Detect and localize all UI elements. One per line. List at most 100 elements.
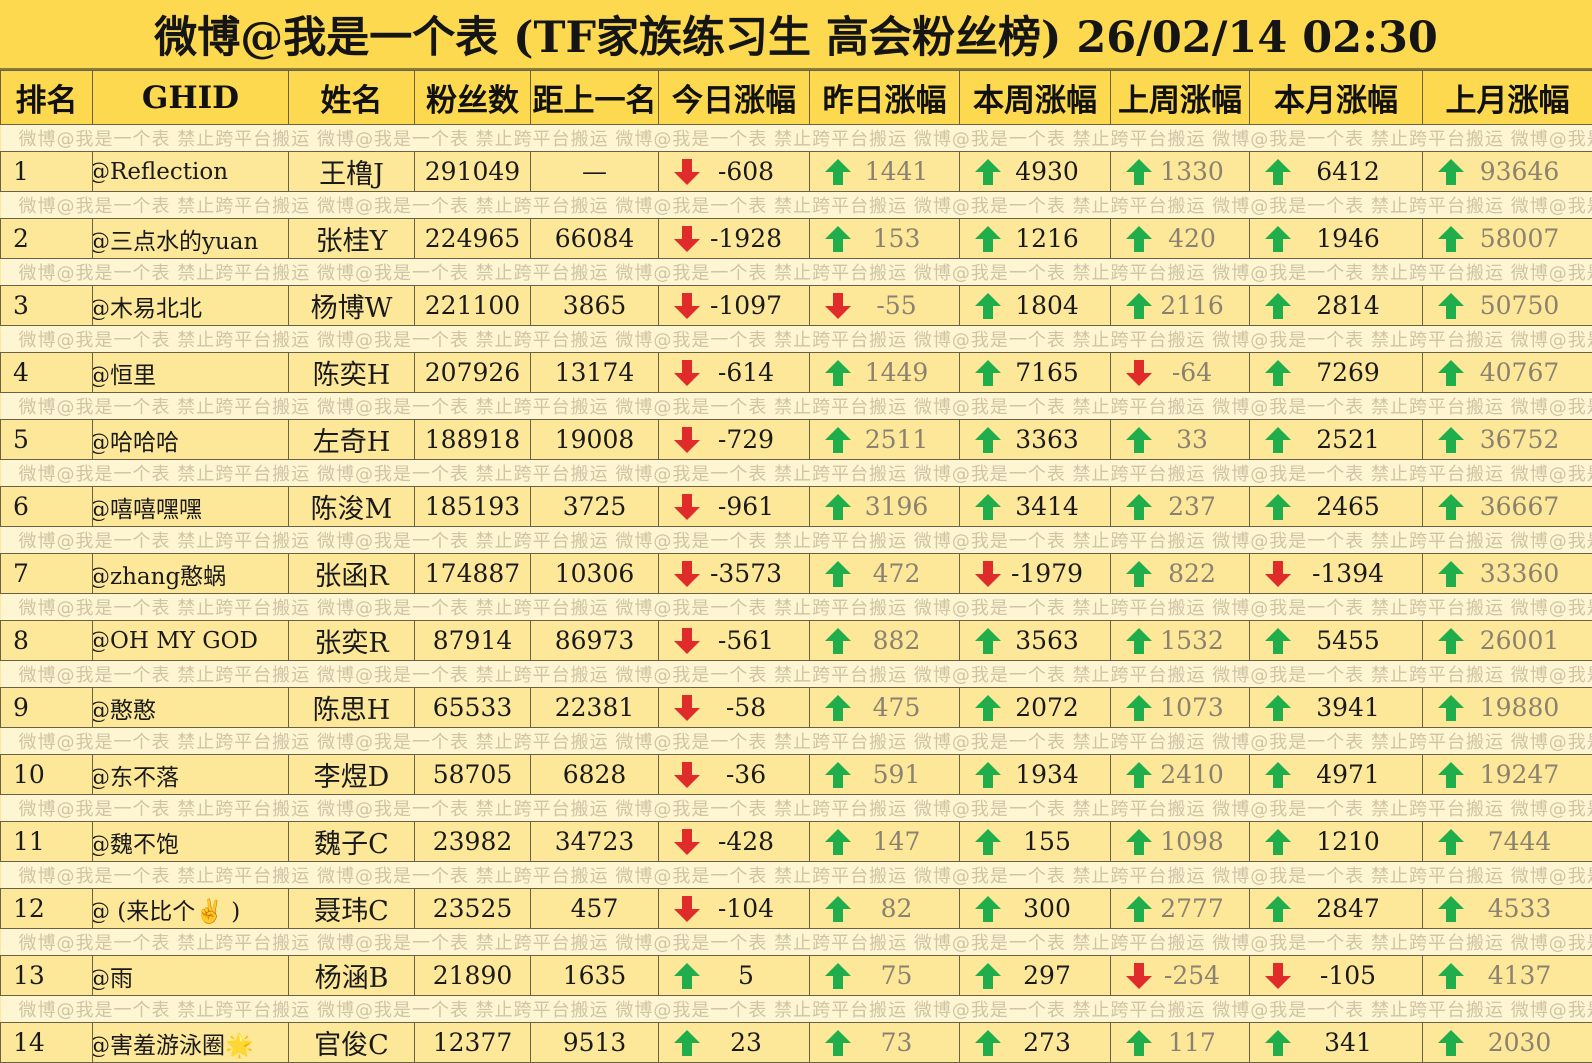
last-week-change: 117 xyxy=(1111,1023,1250,1063)
watermark-text: 微博@我是一个表 禁止跨平台搬运 微博@我是一个表 禁止跨平台搬运 微博@我是一… xyxy=(1,795,1592,822)
down-arrow-icon xyxy=(673,694,701,722)
rank-cell: 6 xyxy=(1,487,93,527)
change-value: 40767 xyxy=(1465,358,1592,387)
rank-cell: 8 xyxy=(1,621,93,661)
change-value: 36667 xyxy=(1465,492,1592,521)
last-week-change: 822 xyxy=(1111,554,1250,594)
ghid-cell: -@木易北北 xyxy=(93,286,289,326)
fans-cell: 87914 xyxy=(415,621,531,661)
change-value: 1934 xyxy=(1002,760,1110,789)
ghid-cell: -@Reflection xyxy=(93,152,289,192)
watermark-text: 微博@我是一个表 禁止跨平台搬运 微博@我是一个表 禁止跨平台搬运 微博@我是一… xyxy=(1,192,1592,219)
up-arrow-icon xyxy=(1125,761,1153,789)
table-row: 7-@zhang憨蜗张函R17488710306-3573472-1979822… xyxy=(1,554,1592,594)
watermark-text: 微博@我是一个表 禁止跨平台搬运 微博@我是一个表 禁止跨平台搬运 微博@我是一… xyxy=(1,527,1592,554)
change-value: 4137 xyxy=(1465,961,1592,990)
rank-cell: 1 xyxy=(1,152,93,192)
change-value: 33360 xyxy=(1465,559,1592,588)
yesterday-change: 3196 xyxy=(810,487,960,527)
up-arrow-icon xyxy=(1437,493,1465,521)
header-today: 今日涨幅 xyxy=(659,71,810,125)
down-arrow-icon xyxy=(1125,962,1153,990)
change-value: 3363 xyxy=(1002,425,1110,454)
up-arrow-icon xyxy=(1264,627,1292,655)
up-arrow-icon xyxy=(824,426,852,454)
up-arrow-icon xyxy=(974,426,1002,454)
week-change: 1216 xyxy=(960,219,1111,259)
down-arrow-icon xyxy=(673,292,701,320)
up-arrow-icon xyxy=(1437,895,1465,923)
up-arrow-icon xyxy=(1437,694,1465,722)
gap-cell: 86973 xyxy=(531,621,659,661)
change-value: 26001 xyxy=(1465,626,1592,655)
last-week-change: 237 xyxy=(1111,487,1250,527)
change-value: 300 xyxy=(1002,894,1110,923)
down-arrow-icon xyxy=(974,560,1002,588)
change-value: 1804 xyxy=(1002,291,1110,320)
name-cell: 张函R xyxy=(289,554,415,594)
up-arrow-icon xyxy=(824,895,852,923)
change-value: -428 xyxy=(701,827,809,856)
change-value: -55 xyxy=(852,291,959,320)
watermark-row: 微博@我是一个表 禁止跨平台搬运 微博@我是一个表 禁止跨平台搬运 微博@我是一… xyxy=(1,594,1592,621)
today-change: -1928 xyxy=(659,219,810,259)
watermark-row: 微博@我是一个表 禁止跨平台搬运 微博@我是一个表 禁止跨平台搬运 微博@我是一… xyxy=(1,527,1592,554)
rank-cell: 13 xyxy=(1,956,93,996)
week-change: 2072 xyxy=(960,688,1111,728)
watermark-text: 微博@我是一个表 禁止跨平台搬运 微博@我是一个表 禁止跨平台搬运 微博@我是一… xyxy=(1,661,1592,688)
month-change: -1394 xyxy=(1250,554,1423,594)
down-arrow-icon xyxy=(673,225,701,253)
table-row: 9-@憨憨陈思H6553322381-584752072107339411988… xyxy=(1,688,1592,728)
ghid-text: @雨 xyxy=(93,966,134,992)
down-arrow-icon xyxy=(673,493,701,521)
last-week-change: 1098 xyxy=(1111,822,1250,862)
table-row: 5-@哈哈哈左奇H18891819008-7292511336333252136… xyxy=(1,420,1592,460)
yesterday-change: 1441 xyxy=(810,152,960,192)
rank-cell: 5 xyxy=(1,420,93,460)
gap-cell: 1635 xyxy=(531,956,659,996)
last-week-change: 2410 xyxy=(1111,755,1250,795)
change-value: 341 xyxy=(1292,1028,1422,1057)
fans-cell: 174887 xyxy=(415,554,531,594)
up-arrow-icon xyxy=(1125,158,1153,186)
name-cell: 李煜D xyxy=(289,755,415,795)
yesterday-change: 591 xyxy=(810,755,960,795)
week-change: 3414 xyxy=(960,487,1111,527)
fans-cell: 185193 xyxy=(415,487,531,527)
last-month-change: 4533 xyxy=(1423,889,1592,929)
month-change: 4971 xyxy=(1250,755,1423,795)
week-change: 297 xyxy=(960,956,1111,996)
table-row: 8-@OH MY GOD张奕R8791486973-56188235631532… xyxy=(1,621,1592,661)
change-value: 58007 xyxy=(1465,224,1592,253)
change-value: -105 xyxy=(1292,961,1422,990)
change-value: -1979 xyxy=(1002,559,1110,588)
header-fans: 粉丝数 xyxy=(415,71,531,125)
change-value: 2030 xyxy=(1465,1028,1592,1057)
watermark-text: 微博@我是一个表 禁止跨平台搬运 微博@我是一个表 禁止跨平台搬运 微博@我是一… xyxy=(1,393,1592,420)
up-arrow-icon xyxy=(824,1029,852,1057)
up-arrow-icon xyxy=(1264,426,1292,454)
month-change: 2465 xyxy=(1250,487,1423,527)
name-cell: 杨涵B xyxy=(289,956,415,996)
name-cell: 聂玮C xyxy=(289,889,415,929)
last-week-change: -64 xyxy=(1111,353,1250,393)
rank-cell: 3 xyxy=(1,286,93,326)
watermark-text: 微博@我是一个表 禁止跨平台搬运 微博@我是一个表 禁止跨平台搬运 微博@我是一… xyxy=(1,862,1592,889)
down-arrow-icon xyxy=(1125,359,1153,387)
today-change: 23 xyxy=(659,1023,810,1063)
watermark-text: 微博@我是一个表 禁止跨平台搬运 微博@我是一个表 禁止跨平台搬运 微博@我是一… xyxy=(1,125,1592,152)
header-yesterday: 昨日涨幅 xyxy=(810,71,960,125)
last-month-change: 50750 xyxy=(1423,286,1592,326)
last-week-change: 1532 xyxy=(1111,621,1250,661)
up-arrow-icon xyxy=(1125,426,1153,454)
month-change: 2847 xyxy=(1250,889,1423,929)
up-arrow-icon xyxy=(1264,895,1292,923)
yesterday-change: 153 xyxy=(810,219,960,259)
change-value: 5455 xyxy=(1292,626,1422,655)
last-week-change: 1330 xyxy=(1111,152,1250,192)
up-arrow-icon xyxy=(673,1029,701,1057)
last-week-change: 33 xyxy=(1111,420,1250,460)
ghid-text: @魏不饱 xyxy=(93,832,180,858)
week-change: 3563 xyxy=(960,621,1111,661)
name-cell: 张桂Y xyxy=(289,219,415,259)
